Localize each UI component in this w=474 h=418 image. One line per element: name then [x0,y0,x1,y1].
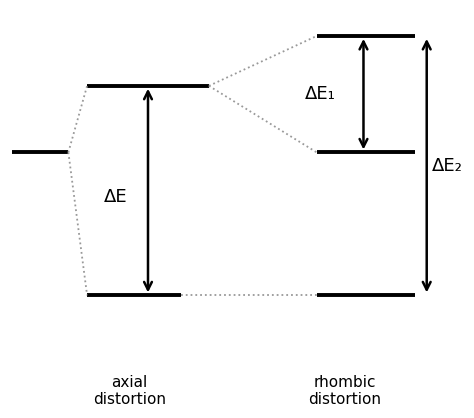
Text: ΔE₂: ΔE₂ [431,157,462,175]
Text: rhombic
distortion: rhombic distortion [308,375,381,408]
Text: axial
distortion: axial distortion [93,375,166,408]
Text: ΔE₁: ΔE₁ [305,85,336,103]
Text: ΔE: ΔE [103,188,127,206]
